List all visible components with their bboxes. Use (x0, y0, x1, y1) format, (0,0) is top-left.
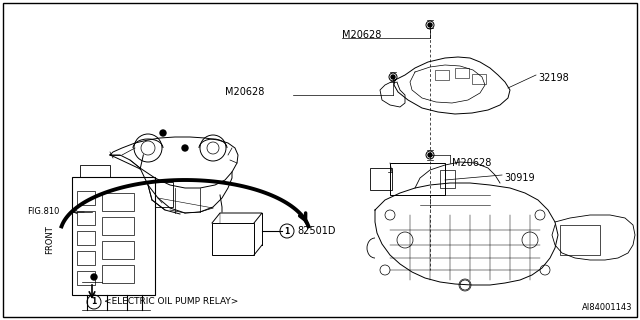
Bar (77, 231, 95, 245)
Circle shape (391, 75, 395, 79)
Bar (440, 170, 455, 188)
Circle shape (182, 145, 188, 151)
Text: AI84001143: AI84001143 (582, 303, 632, 313)
Bar (455, 68, 469, 78)
Bar (102, 241, 134, 259)
Bar (102, 193, 134, 211)
Bar (77, 211, 95, 225)
Circle shape (428, 23, 432, 27)
Bar (77, 191, 95, 205)
Bar (72, 177, 155, 295)
Text: M20628: M20628 (225, 87, 264, 97)
Bar (212, 223, 254, 255)
Bar (435, 70, 449, 80)
Bar (77, 271, 95, 285)
Bar (80, 165, 110, 177)
Bar (560, 225, 600, 255)
Bar (102, 265, 134, 283)
Bar (155, 182, 173, 207)
Bar (102, 217, 134, 235)
Text: 1: 1 (92, 298, 97, 307)
Text: M20628: M20628 (342, 30, 381, 40)
Text: M20628: M20628 (452, 158, 492, 168)
Bar (390, 163, 445, 195)
Circle shape (160, 130, 166, 136)
Text: FIG.810: FIG.810 (27, 207, 60, 217)
Bar (472, 74, 486, 84)
Circle shape (91, 274, 97, 280)
Bar (370, 168, 392, 190)
Bar (77, 251, 95, 265)
Circle shape (428, 153, 432, 157)
Text: 30919: 30919 (504, 173, 534, 183)
Text: FRONT: FRONT (45, 226, 54, 254)
Text: 1: 1 (284, 227, 290, 236)
Text: 82501D: 82501D (297, 226, 335, 236)
Text: <ELECTRIC OIL PUMP RELAY>: <ELECTRIC OIL PUMP RELAY> (104, 298, 238, 307)
Text: 32198: 32198 (538, 73, 569, 83)
